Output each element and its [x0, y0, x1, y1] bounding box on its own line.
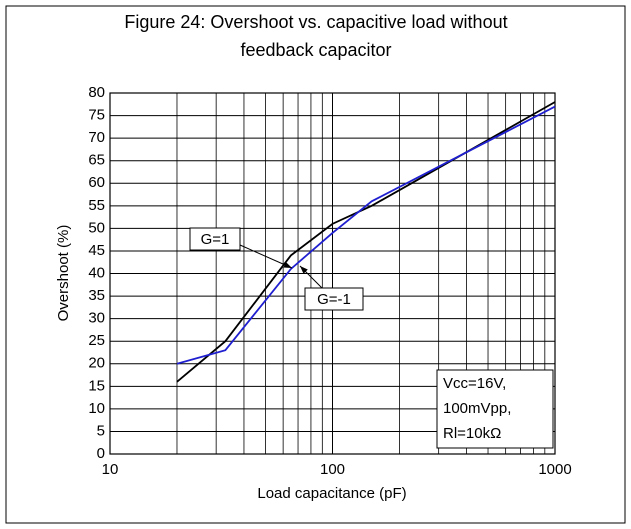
line-series: [176, 101, 556, 383]
legend-box: [304, 287, 364, 311]
y-tick-label: 0: [97, 445, 105, 462]
x-axis-label: Load capacitance (pF): [257, 485, 406, 502]
y-tick-label: 20: [88, 355, 105, 372]
arrow-head: [300, 266, 308, 274]
legend-label: G=-1: [317, 291, 351, 308]
y-tick-label: 50: [88, 219, 105, 236]
x-tick-label: 1000: [538, 461, 571, 478]
y-tick-label: 70: [88, 129, 105, 146]
arrow-head: [283, 262, 292, 268]
y-tick-label: 35: [88, 287, 105, 304]
legend-label: G=1: [201, 231, 230, 248]
legend-box: [189, 227, 241, 251]
note-text: 100mVpp,: [443, 400, 511, 417]
y-tick-label: 5: [97, 422, 105, 439]
note-text: Vcc=16V,: [443, 375, 506, 392]
note-box: [436, 369, 554, 449]
y-axis-label: Overshoot (%): [55, 225, 72, 322]
y-tick-label: 55: [88, 197, 105, 214]
chart-title: feedback capacitor: [240, 40, 391, 60]
y-tick-label: 15: [88, 377, 105, 394]
y-tick-label: 60: [88, 174, 105, 191]
line-series: [176, 105, 556, 365]
x-tick-label: 10: [102, 461, 119, 478]
chart-title: Figure 24: Overshoot vs. capacitive load…: [124, 12, 507, 32]
y-tick-label: 45: [88, 242, 105, 259]
y-tick-label: 10: [88, 400, 105, 417]
x-tick-label: 100: [320, 461, 345, 478]
y-tick-label: 40: [88, 264, 105, 281]
plot-border: [109, 92, 556, 455]
y-tick-label: 75: [88, 107, 105, 124]
y-tick-label: 25: [88, 332, 105, 349]
annotation-arrow: [239, 244, 293, 269]
y-tick-label: 80: [88, 84, 105, 101]
y-tick-label: 30: [88, 310, 105, 327]
note-text: Rl=10kΩ: [443, 425, 501, 442]
y-tick-label: 65: [88, 152, 105, 169]
